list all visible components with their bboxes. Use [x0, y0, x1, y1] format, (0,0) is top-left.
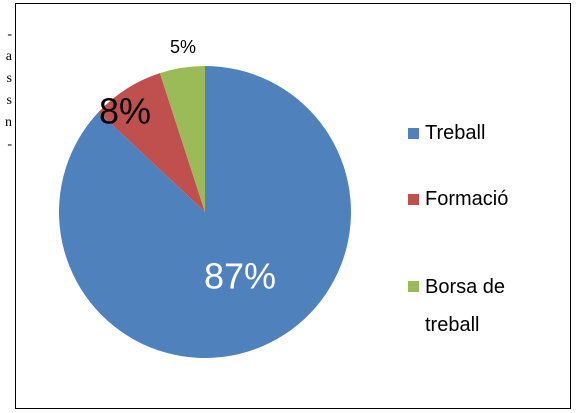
data-label: 87% — [204, 256, 276, 297]
margin-line: - — [7, 137, 12, 152]
margin-line: - — [7, 27, 12, 42]
chart-frame — [15, 3, 571, 409]
pie-slice — [58, 66, 351, 358]
margin-line: s — [6, 93, 12, 108]
pie-slice — [98, 73, 205, 212]
pie-slice — [159, 66, 205, 212]
margin-line: n — [5, 115, 12, 130]
legend-swatch — [408, 128, 419, 139]
legend-swatch — [408, 281, 419, 292]
legend-label: Borsa de treball — [425, 276, 506, 336]
data-label: 8% — [99, 91, 151, 132]
data-label: 5% — [170, 37, 196, 57]
legend-label: Formació — [425, 188, 509, 210]
legend-swatch — [408, 194, 419, 205]
margin-line: a — [5, 49, 12, 64]
legend-label: Treball — [425, 122, 486, 144]
margin-line: s — [6, 71, 12, 86]
